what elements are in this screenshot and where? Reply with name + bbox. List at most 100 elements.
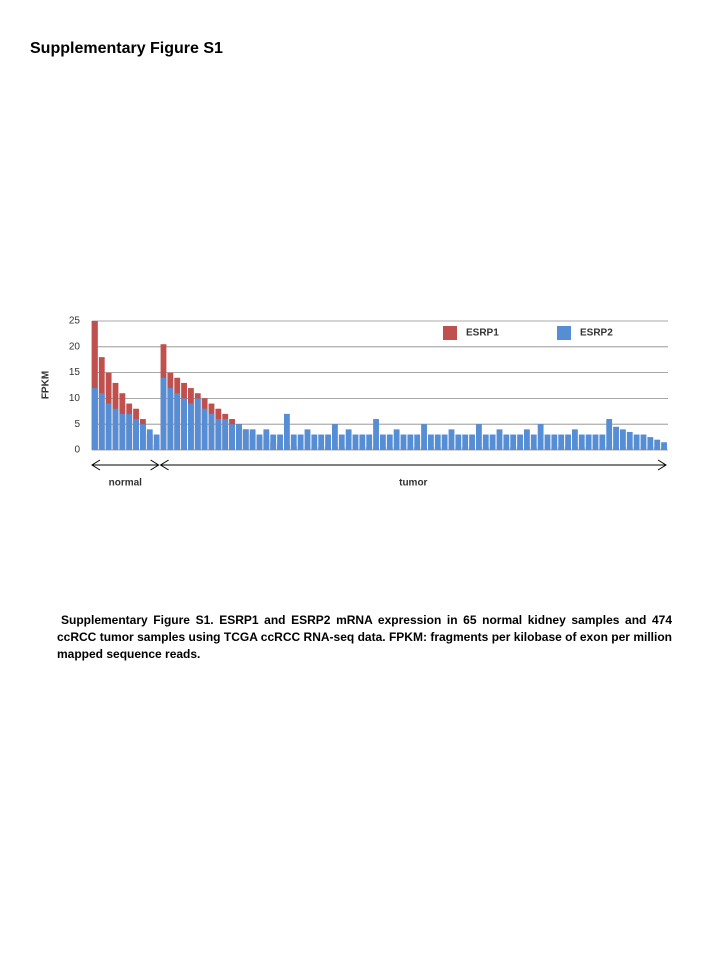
arrow-head [91,459,101,471]
bar [572,429,578,450]
bar [167,388,174,450]
bar [105,403,112,450]
bar [393,429,400,450]
bar [153,434,160,450]
bar [400,434,407,450]
bar [585,434,592,450]
bar [380,434,386,450]
bar [476,424,482,450]
bar [304,429,311,450]
bar [146,429,153,450]
bar [290,434,297,450]
caption: Supplementary Figure S1. ESRP1 and ESRP2… [57,613,672,661]
bar [366,434,373,450]
bar [311,434,318,450]
bar [496,429,503,450]
bar [441,434,448,450]
chart: FPKM 0 5 10 15 20 25 ESRP1 ESRP2 normal tumor [41,316,668,489]
bar [530,434,537,450]
bar [469,434,475,450]
bar [92,321,98,450]
y-axis-label: FPKM [41,371,52,399]
bar [482,434,489,450]
bar [373,419,379,450]
bar [181,398,187,450]
bar [503,434,510,450]
legend-label: ESRP1 [466,328,499,339]
bar [332,424,338,450]
arrow-head [159,459,169,471]
y-tick-label: 20 [69,341,81,352]
bar [256,434,263,450]
bar [606,419,613,450]
y-tick-label: 5 [74,419,80,430]
page-title: Supplementary Figure S1 [30,40,223,57]
bar [647,437,654,450]
bar [208,413,215,450]
bar [558,434,565,450]
bar [489,434,496,450]
bar [194,398,201,450]
bar [352,434,359,450]
bar [434,434,441,450]
bar [98,393,105,450]
bar [620,429,626,450]
bar [565,434,571,450]
legend-swatch [443,326,457,340]
bar [537,424,544,450]
bar [236,424,242,450]
bar [421,424,427,450]
bar [592,434,599,450]
bar [112,408,119,450]
group-label: normal [109,478,143,489]
y-tick-label: 15 [69,367,81,378]
bar [140,424,146,450]
bar [160,377,167,450]
bar [277,434,283,450]
bar [386,434,393,450]
legend-swatch [557,326,571,340]
bar [455,434,462,450]
bar [524,429,530,450]
bar [188,403,194,450]
legend-label: ESRP2 [580,328,613,339]
bar [133,419,139,450]
bar [633,434,640,450]
bar [654,439,661,450]
bar [414,434,421,450]
bar [338,434,345,450]
bar [201,408,208,450]
bar [462,434,469,450]
arrow-head [150,459,160,471]
bar [229,424,235,450]
bar [242,429,249,450]
bar [599,434,606,450]
bar [263,429,270,450]
bar [359,434,366,450]
bar [551,434,558,450]
bar [626,431,633,450]
y-tick-label: 25 [69,316,81,327]
bar [119,413,126,450]
bar [517,434,523,450]
bar [249,429,256,450]
bar [126,413,133,450]
bar [92,388,98,450]
bar [510,434,517,450]
bar [578,434,585,450]
arrow-head [657,459,667,471]
bar [222,419,229,450]
bar [428,434,434,450]
bar [661,442,667,450]
bar [345,429,352,450]
bar [325,434,331,450]
bar [544,434,551,450]
y-tick-label: 10 [69,393,81,404]
bar [174,393,181,450]
bar [448,429,455,450]
bar [318,434,325,450]
bar [284,413,290,450]
group-label: tumor [399,478,427,489]
bar [297,434,304,450]
